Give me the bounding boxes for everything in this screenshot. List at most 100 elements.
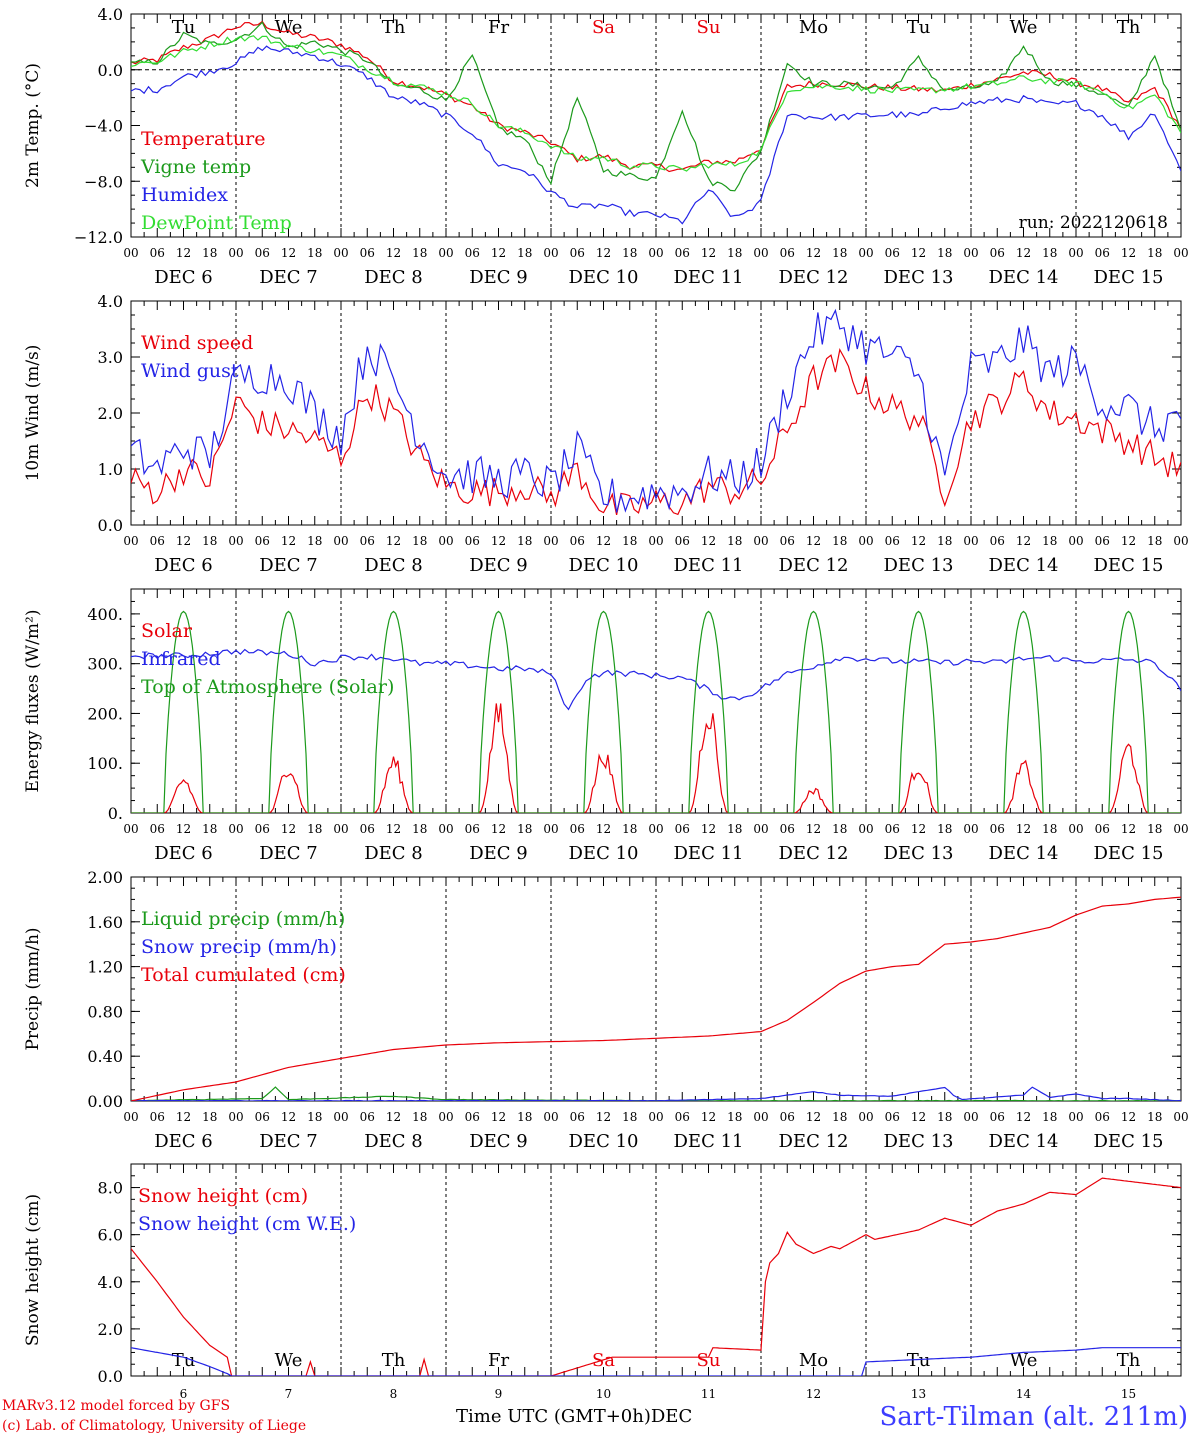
hour-tick-label: 12	[176, 534, 191, 548]
weekday-label: Mo	[799, 1350, 828, 1371]
hour-tick-label: 18	[412, 822, 427, 836]
series-line-infrared	[131, 648, 1181, 711]
y-tick-label: 0.0	[98, 61, 123, 80]
date-label: DEC 7	[259, 267, 318, 288]
date-label: DEC 12	[779, 843, 849, 864]
hour-tick-label: 18	[727, 822, 742, 836]
hour-tick-label: 18	[307, 534, 322, 548]
x-axis-label: Time UTC (GMT+0h)DEC	[456, 1406, 692, 1427]
hour-tick-label: 06	[990, 822, 1005, 836]
hour-tick-label: 12	[596, 1110, 611, 1124]
series-line-total-cumulated-cm	[131, 896, 1181, 1101]
date-label: DEC 14	[989, 555, 1059, 576]
hour-tick-label: 00	[333, 534, 348, 548]
hour-tick-label: 06	[360, 1110, 375, 1124]
hour-tick-label: 06	[780, 246, 795, 260]
date-label: DEC 7	[259, 555, 318, 576]
hour-tick-label: 00	[123, 534, 138, 548]
date-label: DEC 13	[884, 267, 954, 288]
date-label: DEC 15	[1094, 267, 1164, 288]
date-label: DEC 14	[989, 1131, 1059, 1152]
hour-tick-label: 06	[465, 1110, 480, 1124]
hour-tick-label: 00	[963, 1110, 978, 1124]
weekday-label: Mo	[799, 17, 828, 38]
hour-tick-label: 00	[228, 1110, 243, 1124]
model-credit: MARv3.12 model forced by GFS	[2, 1398, 231, 1414]
hour-tick-label: 18	[1042, 534, 1057, 548]
date-label: DEC 14	[989, 843, 1059, 864]
hour-tick-label: 00	[753, 822, 768, 836]
series-group	[131, 308, 1181, 516]
y-tick-label: 6.0	[98, 1226, 123, 1245]
hour-tick-label: 06	[255, 534, 270, 548]
hour-tick-label: 12	[281, 246, 296, 260]
y-tick-label: 200.	[87, 704, 123, 723]
hour-tick-label: 18	[517, 246, 532, 260]
hour-tick-label: 06	[675, 246, 690, 260]
hour-tick-label: 06	[570, 1110, 585, 1124]
weekday-label: Th	[1117, 1350, 1141, 1371]
day-number-label: 15	[1121, 1387, 1136, 1401]
hour-tick-label: 12	[911, 1110, 926, 1124]
weekday-label: We	[1010, 1350, 1038, 1371]
y-tick-label: 0.0	[98, 516, 123, 535]
hour-tick-label: 18	[622, 246, 637, 260]
hour-tick-label: 18	[622, 534, 637, 548]
hour-tick-label: 18	[202, 822, 217, 836]
station-label: Sart-Tilman (alt. 211m)	[879, 1402, 1188, 1432]
hour-tick-label: 00	[228, 822, 243, 836]
hour-tick-label: 12	[911, 534, 926, 548]
hour-tick-label: 12	[701, 534, 716, 548]
date-label: DEC 8	[364, 267, 423, 288]
y-tick-label: 1.60	[87, 913, 123, 932]
y-axis-label: Energy fluxes (W/m²)	[23, 610, 43, 793]
legend-temperature: Temperature	[141, 128, 265, 150]
y-tick-label: −8.0	[84, 172, 123, 191]
hour-tick-label: 00	[228, 246, 243, 260]
series-line-vigne-temp	[131, 21, 1181, 192]
date-label: DEC 9	[469, 267, 528, 288]
hour-tick-label: 06	[465, 534, 480, 548]
hour-tick-label: 00	[1068, 534, 1083, 548]
hour-tick-label: 12	[701, 822, 716, 836]
lab-credit: (c) Lab. of Climatology, University of L…	[2, 1418, 307, 1434]
hour-tick-label: 06	[570, 822, 585, 836]
y-tick-label: 4.0	[98, 5, 123, 24]
hour-tick-label: 06	[885, 246, 900, 260]
date-label: DEC 15	[1094, 1131, 1164, 1152]
weekday-label: We	[1010, 17, 1038, 38]
hour-tick-label: 18	[727, 534, 742, 548]
panel-snow: 0.0 2.0 4.0 6.0 8.0 Snow height (cm) Tu 6 We 7 Th 8…	[23, 1163, 1182, 1401]
series-group	[131, 1177, 1181, 1376]
hour-tick-label: 00	[1173, 822, 1188, 836]
hour-tick-label: 12	[806, 534, 821, 548]
series-line-snow-height-cm-w-e	[131, 1347, 1181, 1376]
hour-tick-label: 18	[937, 1110, 952, 1124]
date-label: DEC 13	[884, 555, 954, 576]
date-label: DEC 9	[469, 1131, 528, 1152]
weekday-label: Tu	[907, 17, 931, 38]
hour-tick-label: 12	[386, 1110, 401, 1124]
legend-humidex: Humidex	[141, 184, 228, 206]
panel-wind: 0.0 1.0 2.0 3.0 4.0 10m Wind (m/s) 00 06 12 18 DEC…	[23, 292, 1189, 576]
date-label: DEC 12	[779, 267, 849, 288]
date-label: DEC 13	[884, 843, 954, 864]
y-tick-label: 2.0	[98, 404, 123, 423]
hour-tick-label: 18	[937, 822, 952, 836]
x-axis-month: DEC	[650, 1406, 693, 1427]
hour-tick-label: 00	[123, 246, 138, 260]
hour-tick-label: 00	[858, 1110, 873, 1124]
hour-tick-label: 12	[1016, 1110, 1031, 1124]
hour-tick-label: 00	[648, 1110, 663, 1124]
hour-tick-label: 12	[701, 1110, 716, 1124]
hour-tick-label: 00	[1173, 534, 1188, 548]
hour-tick-label: 06	[465, 822, 480, 836]
hour-tick-label: 00	[1068, 246, 1083, 260]
date-label: DEC 8	[364, 843, 423, 864]
hour-tick-label: 12	[701, 246, 716, 260]
hour-tick-label: 06	[150, 534, 165, 548]
hour-tick-label: 00	[228, 534, 243, 548]
y-tick-label: 1.20	[87, 958, 123, 977]
weekday-label: Su	[697, 1350, 721, 1371]
hour-tick-label: 18	[832, 822, 847, 836]
